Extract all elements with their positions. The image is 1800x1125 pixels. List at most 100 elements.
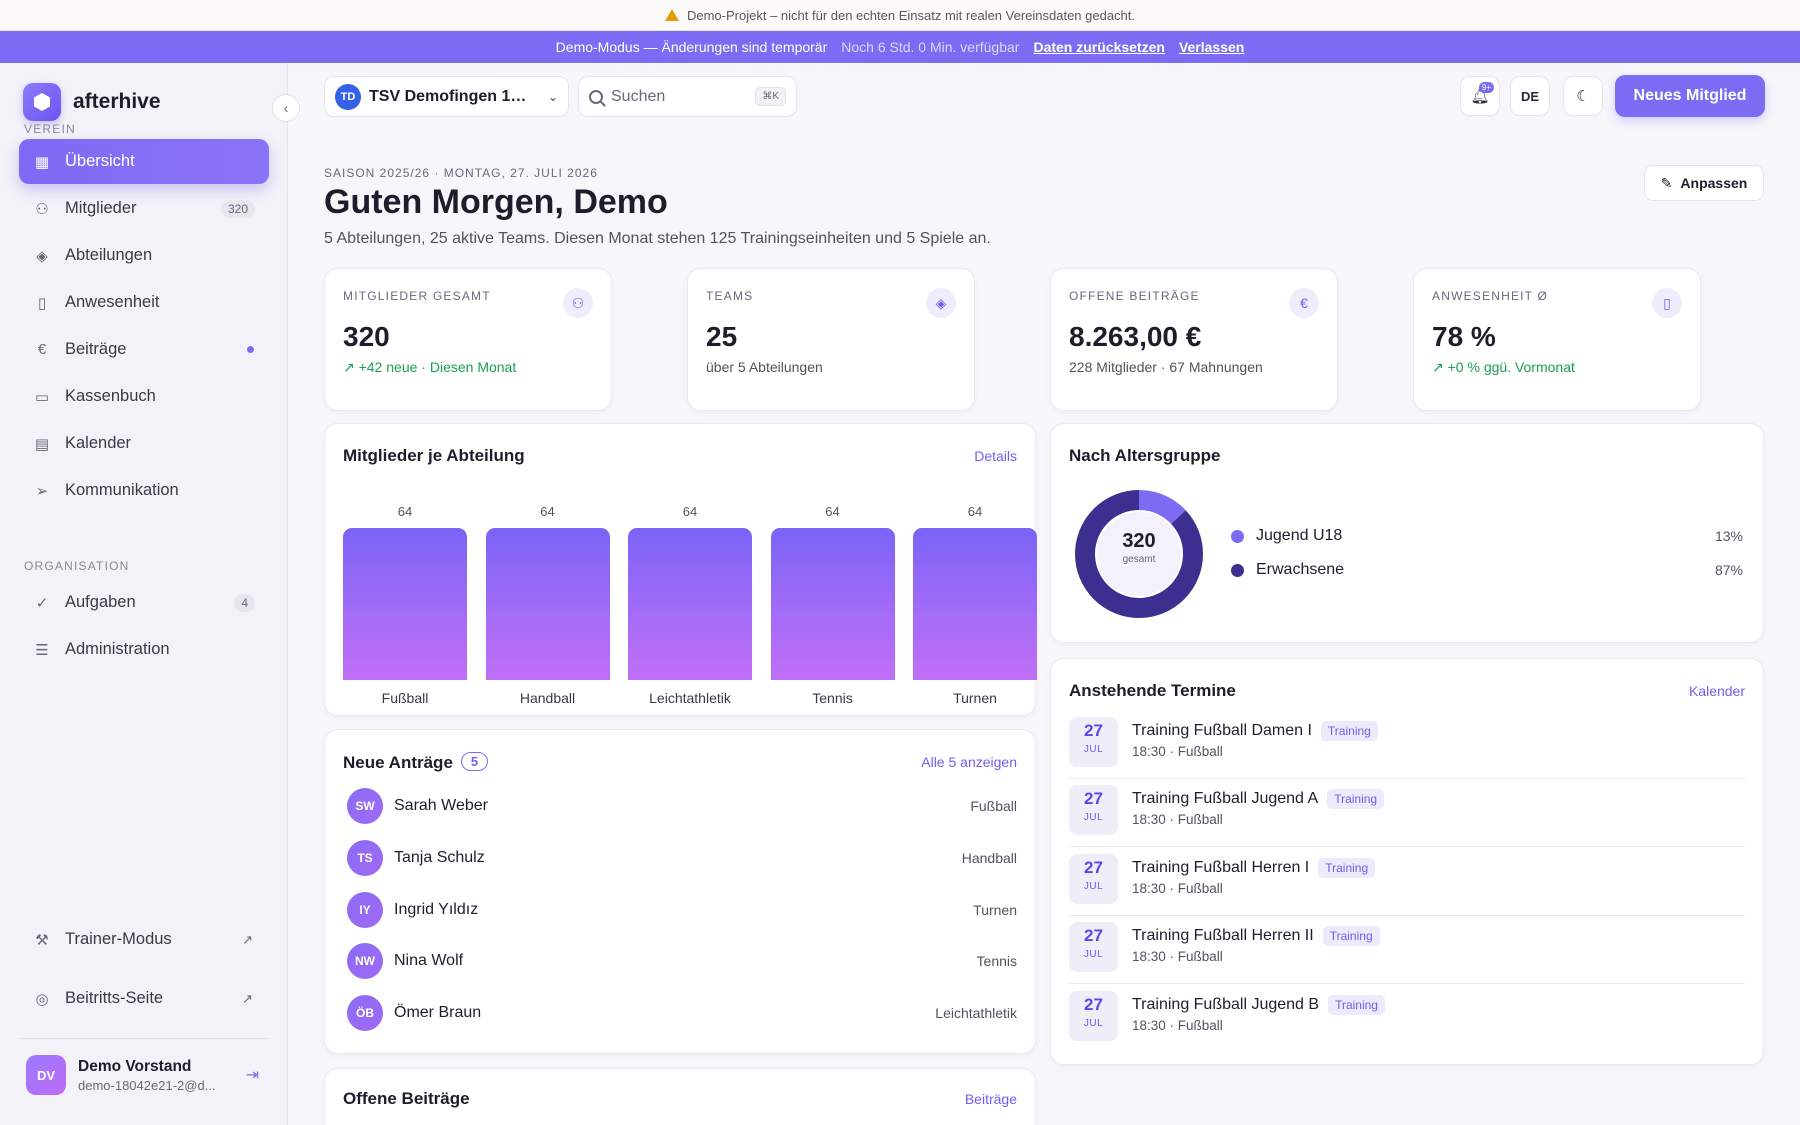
applicant-department: Tennis [976, 953, 1017, 969]
kpi-sub: 228 Mitglieder · 67 Mahnungen [1069, 359, 1263, 375]
euro-icon: € [1289, 288, 1319, 318]
show-all-applications-link[interactable]: Alle 5 anzeigen [921, 754, 1017, 770]
calendar-link[interactable]: Kalender [1688, 683, 1745, 699]
list-item[interactable]: SW Sarah Weber Fußball [347, 786, 1017, 826]
kpi-card-teams[interactable]: TEAMS ◈ 25 über 5 Abteilungen [687, 268, 975, 411]
applicant-name: Sarah Weber [394, 797, 488, 814]
sidebar-item-label: Anwesenheit [65, 293, 160, 311]
age-donut-chart: 320 gesamt [1075, 490, 1203, 618]
sidebar-item-anwesenheit[interactable]: ▯ Anwesenheit [19, 280, 269, 325]
event-date: 27 JUL [1069, 854, 1118, 904]
fees-link[interactable]: Beiträge [964, 1091, 1017, 1107]
kpi-card-members[interactable]: MITGLIEDER GESAMT ⚇ 320 ↗ +42 neue · Die… [324, 268, 612, 411]
bar[interactable] [770, 528, 895, 680]
sidebar-item-mitglieder[interactable]: ⚇ Mitglieder 320 [19, 186, 269, 231]
applicant-department: Turnen [973, 902, 1017, 918]
trend-up-icon: ↗ [343, 359, 359, 375]
donut-center: 320 gesamt [1075, 530, 1203, 565]
sidebar-item-uebersicht[interactable]: ▦ Übersicht [19, 139, 269, 184]
event-date: 27 JUL [1069, 922, 1118, 972]
bar[interactable] [485, 528, 610, 680]
sidebar-item-kommunikation[interactable]: ➢ Kommunikation [19, 468, 269, 513]
bar[interactable] [628, 528, 752, 680]
event-item[interactable]: 27 JUL Training Fußball Jugend A Training … [1069, 779, 1745, 847]
applicant-name: Ömer Braun [394, 1004, 482, 1021]
notification-dot [247, 346, 254, 353]
calendar-icon: ▤ [34, 435, 50, 453]
notification-badge: 9+ [1478, 82, 1494, 93]
club-selector[interactable]: TD TSV Demofingen 191... ⌄ [324, 76, 569, 117]
age-group-card: Nach Altersgruppe 320 gesamt Jugend U18 … [1050, 423, 1764, 643]
season-date: SAISON 2025/26 · MONTAG, 27. JULI 2026 [324, 166, 598, 180]
event-tag: Training [1327, 789, 1385, 809]
department-bar-chart: 64 Fußball 64 Handball 64 Leichtathletik 64 Ten… [343, 494, 1037, 706]
reset-data-link[interactable]: Daten zurücksetzen [1033, 39, 1165, 55]
external-link-icon: ↗ [242, 931, 253, 947]
bar-category-label: Tennis [812, 690, 853, 706]
language-button[interactable]: DE [1510, 76, 1550, 116]
list-item[interactable]: NW Nina Wolf Tennis [347, 941, 1017, 981]
kpi-card-open-fees[interactable]: OFFENE BEITRÄGE € 8.263,00 € 228 Mitglie… [1050, 268, 1338, 411]
open-fees-card: Offene Beiträge Beiträge [324, 1068, 1036, 1125]
logout-icon[interactable]: ⇥ [245, 1067, 259, 1084]
theme-toggle-button[interactable]: ☾ [1563, 76, 1603, 116]
event-item[interactable]: 27 JUL Training Fußball Damen I Training 1… [1069, 711, 1745, 779]
new-member-button[interactable]: Neues Mitglied [1615, 75, 1765, 117]
details-link[interactable]: Details [974, 448, 1017, 464]
sidebar-item-label: Kassenbuch [65, 387, 156, 405]
list-item[interactable]: IY Ingrid Yıldız Turnen [347, 890, 1017, 930]
sidebar-item-administration[interactable]: ☰ Administration [19, 627, 269, 672]
sidebar: afterhive VEREIN ▦ Übersicht ⚇ Mitgliede… [0, 63, 288, 1125]
event-item[interactable]: 27 JUL Training Fußball Jugend B Training … [1069, 985, 1745, 1053]
notifications-button[interactable]: 🔔︎ 9+ [1460, 76, 1500, 116]
list-item[interactable]: ÖB Ömer Braun Leichtathletik [347, 993, 1017, 1033]
bar[interactable] [343, 528, 467, 680]
avatar: ÖB [347, 995, 383, 1031]
sidebar-item-label: Kommunikation [65, 481, 179, 499]
sidebar-item-kalender[interactable]: ▤ Kalender [19, 421, 269, 466]
chevron-down-icon: ⌄ [547, 89, 558, 104]
event-details: 18:30 · Fußball [1132, 949, 1223, 964]
kpi-card-attendance[interactable]: ANWESENHEIT Ø ▯ 78 % ↗ +0 % ggü. Vormona… [1413, 268, 1701, 411]
chevron-left-icon: ‹ [283, 100, 289, 116]
event-month: JUL [1083, 812, 1104, 823]
sidebar-item-trainer-modus[interactable]: ⚒ Trainer-Modus ↗ [19, 917, 269, 962]
layers-icon: ◈ [36, 247, 48, 265]
layers-icon: ◈ [926, 288, 956, 318]
applications-count-badge: 5 [460, 752, 489, 771]
sidebar-item-label: Übersicht [65, 152, 135, 170]
kpi-value: 8.263,00 € [1069, 321, 1202, 352]
donut-inner [1097, 512, 1181, 596]
applicant-department: Fußball [970, 798, 1017, 814]
event-item[interactable]: 27 JUL Training Fußball Herren II Training… [1069, 916, 1745, 984]
bar-value-label: 64 [825, 504, 840, 519]
customize-button[interactable]: ✎ Anpassen [1644, 165, 1764, 201]
applicant-name: Ingrid Yıldız [394, 901, 479, 918]
event-details: 18:30 · Fußball [1132, 1018, 1223, 1033]
collapse-sidebar-button[interactable]: ‹ [272, 94, 300, 122]
globe-icon: ◎ [35, 990, 49, 1008]
user-profile[interactable]: DV Demo Vorstand demo-18042e21-2@d... ⇥ [19, 1038, 269, 1095]
brand-name: afterhive [73, 90, 161, 113]
search-input[interactable] [611, 87, 731, 106]
sidebar-item-abteilungen[interactable]: ◈ Abteilungen [19, 233, 269, 278]
brand[interactable]: afterhive [23, 83, 161, 121]
list-item[interactable]: TS Tanja Schulz Handball [347, 838, 1017, 878]
leave-demo-link[interactable]: Verlassen [1178, 39, 1245, 55]
legend-label: Erwachsene [1256, 561, 1345, 578]
donut-total-label: gesamt [1122, 554, 1156, 565]
event-title: Training Fußball Herren II Training [1132, 926, 1380, 946]
sidebar-item-aufgaben[interactable]: ✓ Aufgaben 4 [19, 580, 269, 625]
sidebar-item-beitritts-seite[interactable]: ◎ Beitritts-Seite ↗ [19, 976, 269, 1021]
kpi-label: MITGLIEDER GESAMT [343, 289, 491, 303]
event-day: 27 [1084, 721, 1103, 740]
bar-group: 64 Fußball [343, 494, 467, 706]
wallet-icon: ▭ [34, 388, 50, 406]
sidebar-item-kassenbuch[interactable]: ▭ Kassenbuch [19, 374, 269, 419]
sidebar-item-beitraege[interactable]: € Beiträge [19, 327, 269, 372]
kpi-sub: über 5 Abteilungen [706, 359, 823, 375]
bar[interactable] [913, 528, 1037, 680]
avatar: IY [347, 892, 383, 928]
event-item[interactable]: 27 JUL Training Fußball Herren I Training … [1069, 848, 1745, 916]
event-month: JUL [1083, 949, 1104, 960]
